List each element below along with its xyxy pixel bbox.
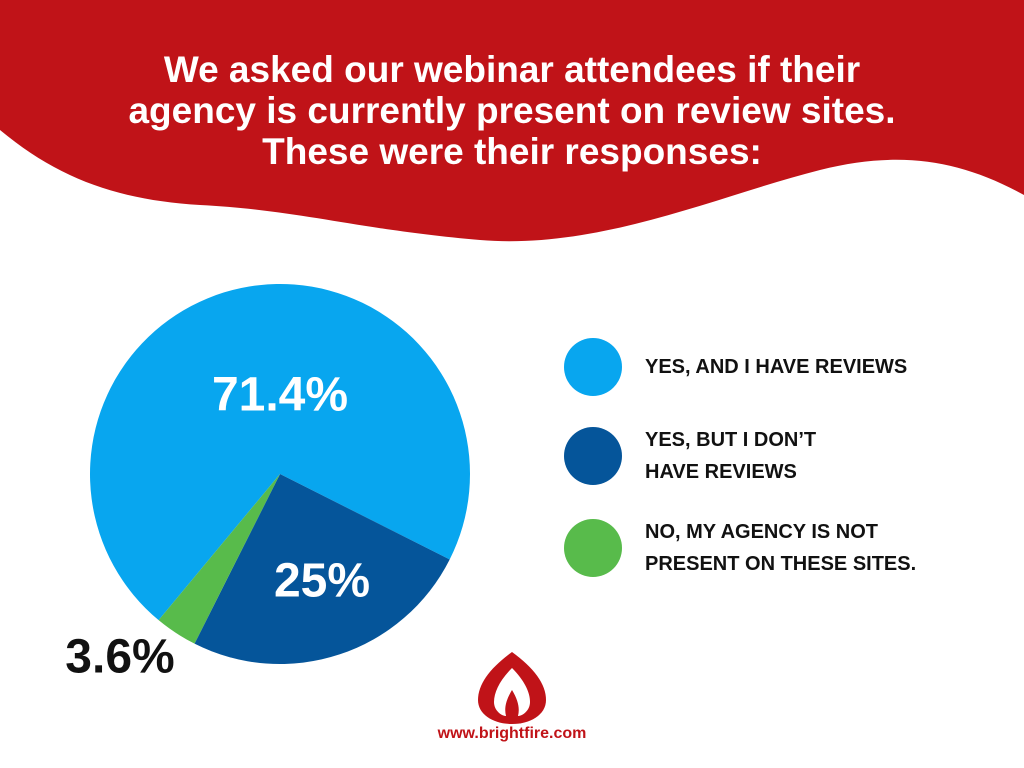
title-line: These were their responses:: [262, 131, 762, 172]
footer-url: www.brightfire.com: [437, 725, 587, 742]
pie-slice: [158, 474, 280, 644]
legend-swatch: [564, 338, 622, 396]
legend-label: NO, MY AGENCY IS NOT PRESENT ON THESE SI…: [645, 521, 917, 575]
data-label: 3.6%: [65, 631, 174, 684]
title-line: We asked our webinar attendees if their: [164, 49, 860, 90]
data-label: 71.4%: [212, 369, 348, 422]
data-label: 25%: [274, 555, 370, 608]
legend-swatch: [564, 427, 622, 485]
title-line: agency is currently present on review si…: [128, 90, 895, 131]
legend-label: YES, BUT I DON’T HAVE REVIEWS: [645, 429, 817, 483]
legend-label: YES, AND I HAVE REVIEWS: [645, 356, 908, 378]
logo: [478, 652, 546, 724]
pie-slice: [90, 284, 470, 621]
legend-swatch: [564, 519, 622, 577]
pie-slice: [194, 474, 450, 664]
header-wave: [0, 0, 1024, 242]
